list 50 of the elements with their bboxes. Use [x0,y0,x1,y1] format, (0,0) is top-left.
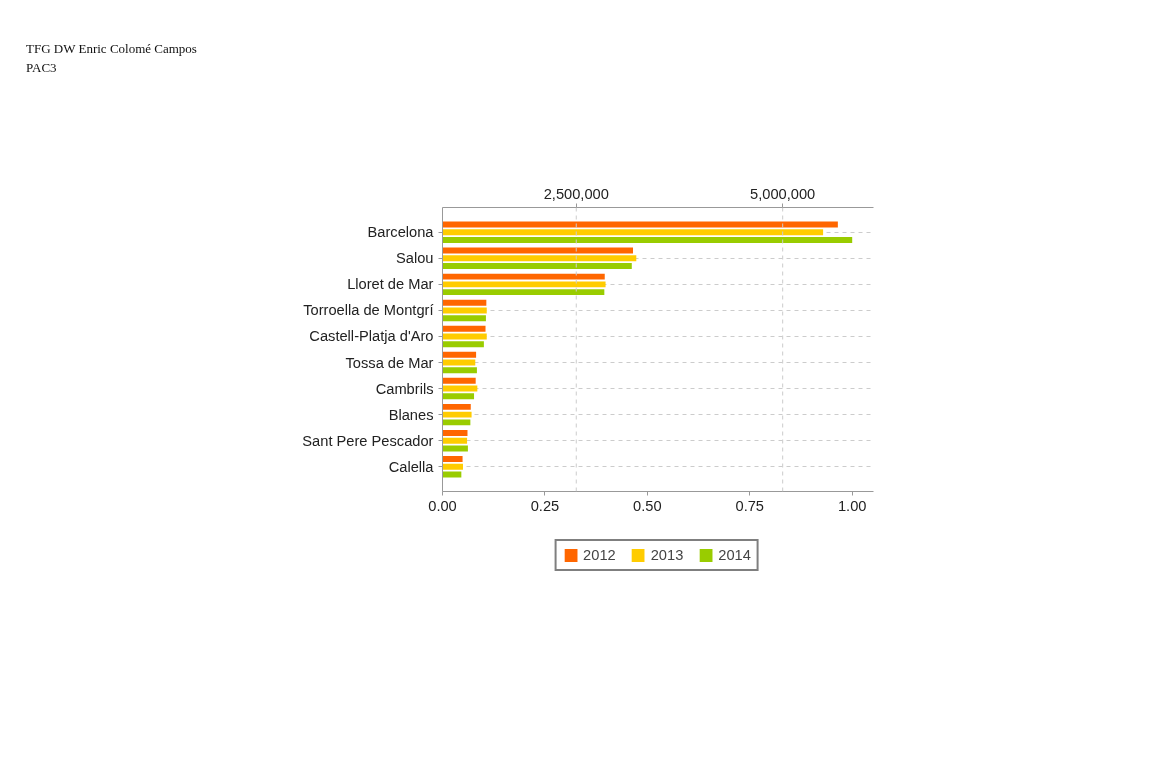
bar [442,255,637,262]
bar [442,315,486,322]
x2-tick-label: 5,000,000 [750,185,816,202]
bar [442,325,486,332]
bar [442,351,477,358]
bar [442,247,634,254]
bar [442,463,463,470]
y-tick-label: Castell-Platja d'Aro [309,328,434,345]
x2-tick-label: 2,500,000 [543,185,609,202]
bar [442,237,853,244]
y-tick-label: Torroella de Montgrí [303,302,434,319]
bar [442,404,471,410]
bar [442,437,468,444]
y-tick-label: Tossa de Mar [345,354,434,371]
bar [442,367,477,374]
bar [442,393,475,400]
bar [442,341,484,348]
y-tick-label: Blanes [388,406,434,423]
legend-label: 2013 [650,547,684,564]
bar [442,385,478,392]
bar [442,299,487,306]
bar [442,289,605,296]
x-tick-label: 1.00 [837,497,867,514]
y-tick-label: Cambrils [375,380,434,397]
x-tick-label: 0.00 [428,497,457,514]
bar [442,281,606,288]
x-tick-label: 0.75 [735,497,765,514]
bar [442,419,471,426]
bar [442,411,472,418]
bar [442,359,476,366]
text: TFG DW Enric Colomé Campos [26,40,197,58]
y-tick-label: Lloret de Mar [347,276,434,293]
bar [442,333,487,340]
legend-label: 2014 [718,547,751,564]
text: PAC3 [26,58,57,77]
x-tick-label: 0.25 [530,497,560,514]
bar [442,307,487,314]
y-tick-label: Salou [396,250,434,267]
y-tick-label: Calella [388,458,435,475]
y-tick-label: Sant Pere Pescador [302,432,434,449]
y-tick-label: Barcelona [367,224,435,241]
bar [442,430,468,437]
bar [442,377,476,384]
bar [442,263,632,270]
bar [442,229,824,236]
bar [442,445,468,452]
x-tick-label: 0.50 [633,497,662,514]
bar [442,273,605,280]
bar [442,456,463,463]
legend-label: 2012 [583,547,616,564]
